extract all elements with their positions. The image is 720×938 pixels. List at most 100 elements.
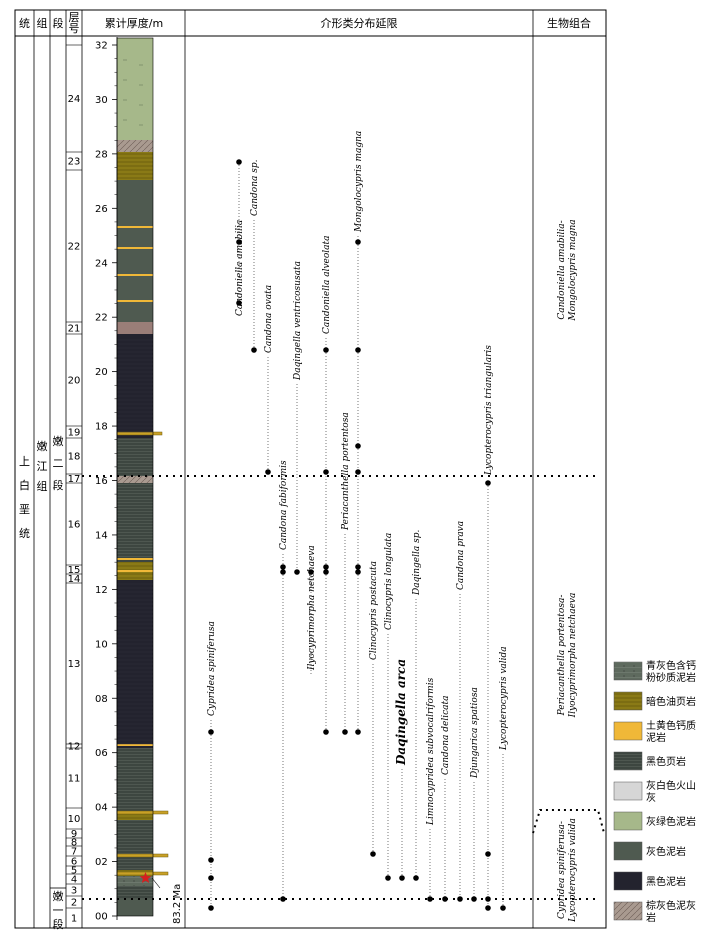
occurrence-dot bbox=[370, 851, 376, 857]
occurrence-dot bbox=[355, 443, 361, 449]
bed-number: 6 bbox=[71, 857, 77, 868]
thickness-axis: 00 02 04 06 08 10 12 14 16 18 20 22 24 26 28 30 32 bbox=[95, 37, 118, 923]
occurrence-dot bbox=[485, 851, 491, 857]
legend-swatch bbox=[613, 871, 643, 891]
lithology-layer bbox=[117, 876, 153, 886]
assemblage-name: Cypridea spiniferusa-Lycopterocypris val… bbox=[557, 818, 578, 923]
thickness-tick-label: 08 bbox=[95, 694, 108, 705]
occurrence-dot bbox=[399, 875, 405, 881]
legend-swatch bbox=[613, 811, 643, 831]
species-name: Lycopterocypris triangularis bbox=[484, 345, 494, 476]
lithology-layer bbox=[117, 128, 153, 140]
species-name: Candona delicata bbox=[441, 696, 451, 775]
occurrence-dot bbox=[208, 875, 214, 881]
bed-number: 3 bbox=[71, 886, 77, 897]
occurrence-dot bbox=[413, 875, 419, 881]
occurrence-dot bbox=[208, 729, 214, 735]
thickness-tick-label: 00 bbox=[95, 912, 108, 923]
species-name: Daqingella arca bbox=[394, 659, 408, 766]
header-thickness: 累计厚度/m bbox=[105, 16, 163, 30]
header-member: 段 bbox=[53, 16, 64, 30]
bed-number: 17 bbox=[68, 474, 81, 485]
system-label: 上白垩统 bbox=[19, 455, 30, 540]
occurrence-dot bbox=[236, 300, 242, 306]
species-name: Candona sp. bbox=[250, 159, 260, 216]
bed-number: 22 bbox=[68, 242, 81, 253]
lithology-layer bbox=[117, 334, 153, 438]
bed-number: 11 bbox=[68, 774, 81, 785]
species-name: Limnocypridea subvocalriformis bbox=[426, 677, 436, 826]
lithology-layer bbox=[117, 152, 153, 180]
species-name: Ilyocyprimorpha netchaeva bbox=[307, 545, 317, 671]
frame bbox=[14, 9, 607, 929]
occurrence-dot bbox=[323, 729, 329, 735]
header-ranges: 介形类分布延限 bbox=[321, 16, 398, 30]
thickness-tick-label: 32 bbox=[95, 41, 108, 52]
occurrence-dot bbox=[280, 896, 286, 902]
occurrence-dot bbox=[236, 239, 242, 245]
occurrence-dot bbox=[485, 905, 491, 911]
species-name: Candona fabiformis bbox=[279, 460, 289, 550]
header-formation: 组 bbox=[37, 16, 48, 30]
species-name: Mongolocypris magna bbox=[354, 131, 364, 233]
occurrence-dot bbox=[457, 896, 463, 902]
bed-number: 12 bbox=[68, 742, 81, 753]
occurrence-dot bbox=[251, 347, 257, 353]
assemblage-bracket bbox=[532, 809, 605, 834]
bed-number: 2 bbox=[71, 898, 77, 909]
lithology-layer bbox=[117, 886, 153, 899]
species-name: Djungarica spatiosa bbox=[470, 687, 480, 779]
bed-number: 20 bbox=[68, 376, 81, 387]
occurrence-dot bbox=[208, 857, 214, 863]
legend: 青灰色含钙粉砂质泥岩暗色油页岩土黄色钙质泥岩黑色页岩灰白色火山灰灰绿色泥岩灰色泥… bbox=[613, 659, 696, 924]
member-lower-label: 嫩一段 bbox=[53, 889, 64, 931]
species-name: Periacanthella portentosa bbox=[341, 412, 351, 531]
header-system: 统 bbox=[19, 17, 30, 30]
occurrence-dot bbox=[236, 159, 242, 165]
bed-number: 16 bbox=[68, 520, 81, 531]
legend-swatch bbox=[613, 661, 643, 681]
assemblage-name: Periacanthella portentosa-Ilyocyprimorph… bbox=[557, 593, 578, 719]
occurrence-dot bbox=[471, 896, 477, 902]
occurrence-dot bbox=[280, 569, 286, 575]
star-icon bbox=[139, 872, 152, 883]
bed-number: 14 bbox=[68, 574, 81, 585]
occurrence-dot bbox=[427, 896, 433, 902]
bed-number: 5 bbox=[71, 866, 77, 877]
age-marker: 83.2 Ma bbox=[139, 872, 183, 924]
species-name: Lycopterocypris valida bbox=[499, 646, 509, 751]
legend-swatch bbox=[613, 841, 643, 861]
header-assemblage: 生物组合 bbox=[547, 16, 591, 30]
thickness-tick-label: 06 bbox=[95, 748, 108, 759]
occurrence-dot bbox=[355, 347, 361, 353]
thickness-tick-label: 24 bbox=[95, 258, 108, 269]
lithology-layer bbox=[117, 180, 153, 322]
thickness-tick-label: 20 bbox=[95, 367, 108, 378]
lithology-layer bbox=[117, 748, 153, 812]
legend-label: 灰白色火山灰 bbox=[646, 779, 696, 804]
thickness-tick-label: 10 bbox=[95, 639, 108, 650]
occurrence-dot bbox=[442, 896, 448, 902]
species-name: Candoniella alveolata bbox=[322, 235, 332, 334]
occurrence-dot bbox=[308, 569, 314, 575]
bed-number: 1 bbox=[71, 914, 77, 925]
thickness-tick-label: 02 bbox=[95, 857, 108, 868]
occurrence-dot bbox=[485, 896, 491, 902]
bed-number: 9 bbox=[71, 829, 77, 840]
lithology-layer bbox=[117, 820, 153, 870]
species-name: Candoniella amabilia bbox=[235, 220, 245, 316]
occurrence-dot bbox=[355, 569, 361, 575]
bed-number: 19 bbox=[68, 428, 81, 439]
legend-swatch bbox=[613, 781, 643, 801]
bed-number: 21 bbox=[68, 324, 81, 335]
legend-label: 青灰色含钙粉砂质泥岩 bbox=[646, 659, 696, 684]
thickness-tick-label: 26 bbox=[95, 204, 108, 215]
species-name: Clinocypris postacuta bbox=[369, 561, 379, 660]
occurrence-dot bbox=[280, 564, 286, 570]
bed-number: 18 bbox=[68, 452, 81, 463]
occurrence-dot bbox=[355, 239, 361, 245]
header-bed: 层号 bbox=[69, 11, 80, 35]
legend-label: 黑色泥岩 bbox=[646, 875, 686, 888]
legend-label: 黑色页岩 bbox=[646, 755, 686, 768]
lithology-layer bbox=[117, 438, 153, 476]
